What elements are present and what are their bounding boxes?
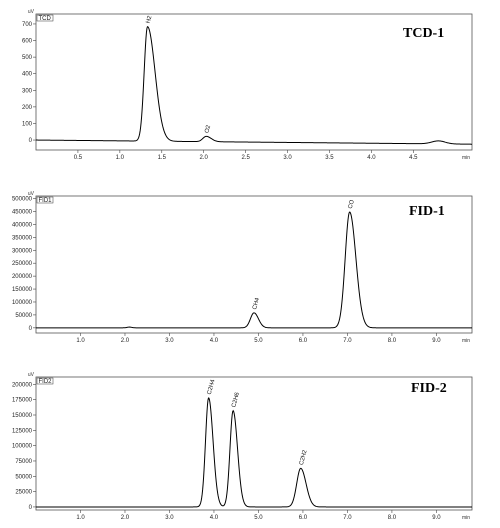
y-axis-unit: uV [28,191,35,197]
detector-legend-label: TCD [39,16,52,22]
x-axis-unit: min [462,515,470,521]
x-tick-label: 1.5 [158,155,167,161]
plot-frame [35,376,473,511]
x-tick-label: 1.0 [116,155,125,161]
peak-label: CO [348,199,356,210]
chart-title: TCD-1 [403,26,444,41]
signal-trace [36,211,472,329]
peak-label: C2H2 [299,449,309,466]
x-tick-label: 3.0 [165,515,174,521]
peak-label: O2 [204,124,212,134]
x-tick-label: 2.0 [121,338,130,344]
x-tick-label: 1.0 [76,515,85,521]
x-tick-label: 9.0 [432,338,441,344]
y-tick-label: 250000 [12,261,33,267]
x-axis-unit: min [462,155,470,161]
y-tick-label: 300 [22,88,33,94]
y-tick-label: 150000 [12,413,33,419]
y-tick-label: 300000 [12,248,33,254]
x-tick-label: 4.0 [210,338,219,344]
peak-label: H2 [146,15,154,25]
y-tick-label: 0 [29,326,33,332]
y-tick-label: 700 [22,22,33,28]
x-tick-label: 2.0 [121,515,130,521]
x-tick-label: 7.0 [343,515,352,521]
y-tick-label: 125000 [12,428,33,434]
x-axis-unit: min [462,338,470,344]
y-tick-label: 0 [29,138,33,144]
detector-legend-box [36,377,54,385]
x-tick-label: 6.0 [299,515,308,521]
y-axis-unit: uV [28,372,35,378]
y-tick-label: 400 [22,72,33,78]
y-tick-label: 75000 [15,459,32,465]
y-tick-label: 200000 [12,382,33,388]
chart-title: FID-2 [411,381,447,396]
detector-legend-box [36,196,54,204]
x-tick-label: 6.0 [299,338,308,344]
y-tick-label: 150000 [12,287,33,293]
x-tick-label: 2.0 [200,155,209,161]
y-tick-label: 25000 [15,490,32,496]
y-tick-label: 100000 [12,300,33,306]
signal-trace [36,26,473,145]
y-tick-label: 350000 [12,235,33,241]
x-tick-label: 2.5 [241,155,250,161]
y-tick-label: 450000 [12,210,33,216]
x-tick-label: 3.0 [283,155,292,161]
peak-label: C2H6 [231,391,241,408]
detector-legend-box [36,14,54,22]
plot-frame [35,195,473,334]
x-tick-label: 5.0 [254,338,263,344]
x-tick-label: 5.0 [254,515,263,521]
y-axis-unit: uV [28,9,35,15]
detector-legend-label: FID1 [39,198,53,204]
y-tick-label: 0 [29,505,33,511]
y-tick-label: 500000 [12,197,33,203]
peak-label: CH4 [252,297,261,311]
x-tick-label: 4.0 [367,155,376,161]
x-tick-label: 3.0 [165,338,174,344]
peak-label: C2H4 [207,378,217,395]
y-tick-label: 200000 [12,274,33,280]
y-tick-label: 50000 [15,474,32,480]
x-tick-label: 7.0 [343,338,352,344]
y-tick-label: 200 [22,105,33,111]
plot-frame [35,13,473,151]
y-tick-label: 50000 [15,313,32,319]
signal-trace [36,397,472,508]
y-tick-label: 600 [22,39,33,45]
y-tick-label: 400000 [12,222,33,228]
chart-title: FID-1 [409,204,445,219]
chart-panel-2: FID1 uV min 0 50000 100000 150000 200000 250000 3… [12,191,473,344]
x-tick-label: 0.5 [74,155,83,161]
chart-panel-3: FID2 uV min 0 25000 50000 75000 100000 125000 150… [12,372,473,521]
x-tick-label: 8.0 [388,515,397,521]
x-tick-label: 9.0 [432,515,441,521]
x-tick-label: 3.5 [325,155,334,161]
y-tick-label: 500 [22,55,33,61]
y-tick-label: 100 [22,121,33,127]
chart-panel-1: TCD uV min 0 100 200 300 400 500 600 700 0.5 1.0 1.5 2… [22,9,473,161]
y-tick-label: 175000 [12,398,33,404]
x-tick-label: 1.0 [76,338,85,344]
detector-legend-label: FID2 [39,379,53,385]
y-tick-label: 100000 [12,444,33,450]
x-tick-label: 8.0 [388,338,397,344]
x-tick-label: 4.5 [409,155,418,161]
x-tick-label: 4.0 [210,515,219,521]
